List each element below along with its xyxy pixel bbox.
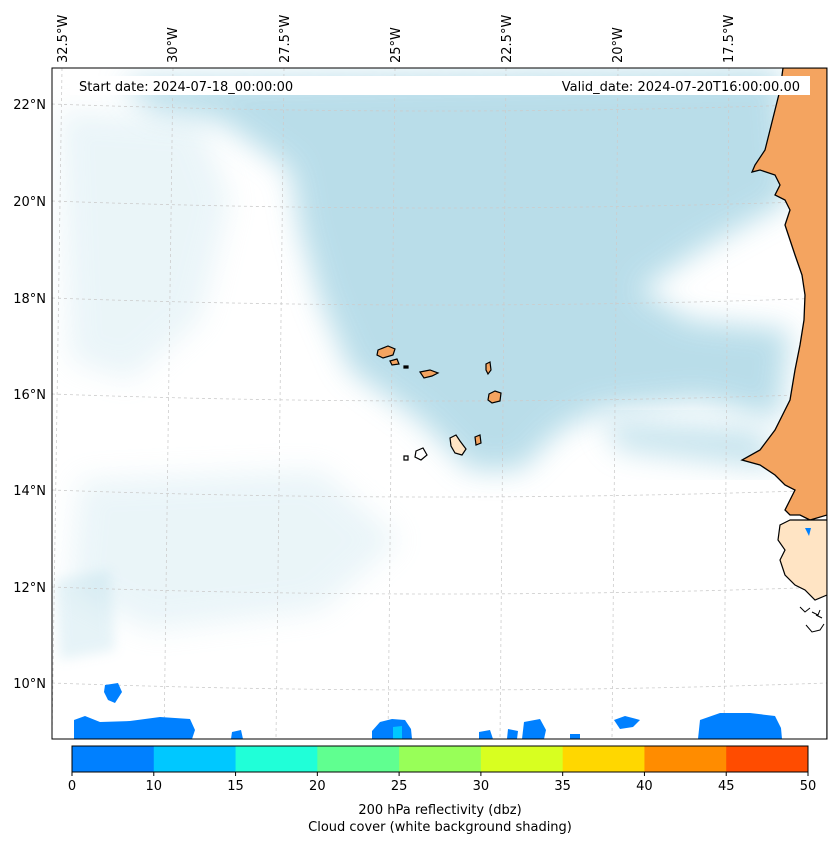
reflectivity-blob-central-light	[393, 726, 402, 739]
reflectivity-areas	[74, 528, 811, 739]
latitude-labels: 22°N 20°N 18°N 16°N 14°N 12°N 10°N	[13, 98, 46, 692]
lat-label-14n: 14°N	[13, 484, 46, 499]
start-date-label: Start date: 2024-07-18_00:00:00	[79, 80, 293, 95]
reflectivity-band-southwest	[74, 716, 195, 739]
island-santiago	[449, 434, 467, 456]
bijagos-islands	[799, 606, 825, 633]
colorbar-tick-label: 0	[68, 779, 76, 794]
lat-label-12n: 12°N	[13, 581, 46, 596]
colorbar-tick-label: 45	[718, 779, 735, 794]
reflectivity-blob-small-2	[479, 730, 493, 739]
cloud-cover-shading	[55, 70, 790, 660]
colorbar-segment	[644, 746, 727, 772]
colorbar-segment	[317, 746, 400, 772]
header-strip	[70, 76, 810, 95]
island-santa-luzia	[403, 365, 409, 369]
colorbar-tick-label: 15	[227, 779, 244, 794]
africa-landmass	[740, 68, 827, 739]
colorbar-tick-label: 20	[309, 779, 326, 794]
reflectivity-band-southeast	[698, 713, 782, 739]
island-sao-nicolau	[419, 369, 440, 379]
lat-label-18n: 18°N	[13, 292, 46, 307]
island-boa-vista	[487, 390, 502, 404]
colorbar-frame	[71, 745, 809, 773]
lat-label-20n: 20°N	[13, 195, 46, 210]
colorbar-tick-label: 10	[146, 779, 163, 794]
reflectivity-blob-small-3	[507, 729, 518, 739]
colorbar-tick-label: 50	[800, 779, 817, 794]
island-brava	[403, 455, 409, 461]
reflectivity-blob-central-east	[522, 719, 546, 739]
colorbar-sublabel: Cloud cover (white background shading)	[308, 820, 572, 835]
cloud-main-mass	[120, 70, 790, 470]
colorbar-segment	[562, 746, 645, 772]
colorbar-tick-label: 30	[473, 779, 490, 794]
island-maio	[474, 434, 482, 446]
reflectivity-blob-west	[104, 683, 122, 703]
colorbar-segment	[726, 746, 809, 772]
lon-label-17-5w: 17.5°W	[722, 15, 737, 63]
colorbar-segment	[480, 746, 564, 772]
cloud-southwest-strip	[55, 570, 115, 660]
reflectivity-blob-small-1	[231, 730, 243, 739]
cloud-east-band	[600, 420, 780, 470]
lon-label-27-5w: 27.5°W	[278, 15, 293, 63]
island-sao-vicente	[389, 358, 400, 366]
colorbar-tick-label: 25	[391, 779, 408, 794]
colorbar-tick-label: 40	[636, 779, 653, 794]
lon-label-22-5w: 22.5°W	[500, 15, 515, 63]
lon-label-25w: 25°W	[389, 27, 404, 63]
colorbar-segment	[153, 746, 237, 772]
lon-label-30w: 30°W	[166, 27, 181, 63]
lat-label-22n: 22°N	[13, 98, 46, 113]
colorbar: 0 10 15 20 25 30 35 40 45 50	[68, 745, 817, 794]
lat-label-16n: 16°N	[13, 388, 46, 403]
colorbar-tick-label: 35	[554, 779, 571, 794]
longitude-labels: 32.5°W 30°W 27.5°W 25°W 22.5°W 20°W 17.5…	[56, 15, 737, 63]
reflectivity-blob-mid-east	[614, 716, 640, 729]
cloud-south-patch	[70, 470, 400, 630]
colorbar-segment	[72, 746, 155, 772]
lat-label-10n: 10°N	[13, 677, 46, 692]
island-santo-antao	[376, 345, 396, 359]
lon-label-32-5w: 32.5°W	[56, 15, 71, 63]
cloud-west-patch	[60, 110, 230, 380]
colorbar-segment	[399, 746, 482, 772]
island-fogo	[414, 447, 428, 461]
lon-label-20w: 20°W	[611, 27, 626, 63]
map-frame	[51, 67, 828, 740]
colorbar-label: 200 hPa reflectivity (dbz)	[358, 803, 521, 818]
cape-verde-islands	[376, 345, 502, 461]
colorbar-segment	[235, 746, 318, 772]
reflectivity-blob-small-4	[570, 734, 580, 739]
valid-date-label: Valid_date: 2024-07-20T16:00:00.00	[562, 80, 800, 95]
coastal-west-africa-south	[777, 519, 827, 601]
graticule	[52, 68, 827, 739]
map-panel: Start date: 2024-07-18_00:00:00 Valid_da…	[52, 68, 827, 739]
island-sal	[485, 361, 492, 376]
reflectivity-blob-east-coast	[805, 528, 811, 536]
